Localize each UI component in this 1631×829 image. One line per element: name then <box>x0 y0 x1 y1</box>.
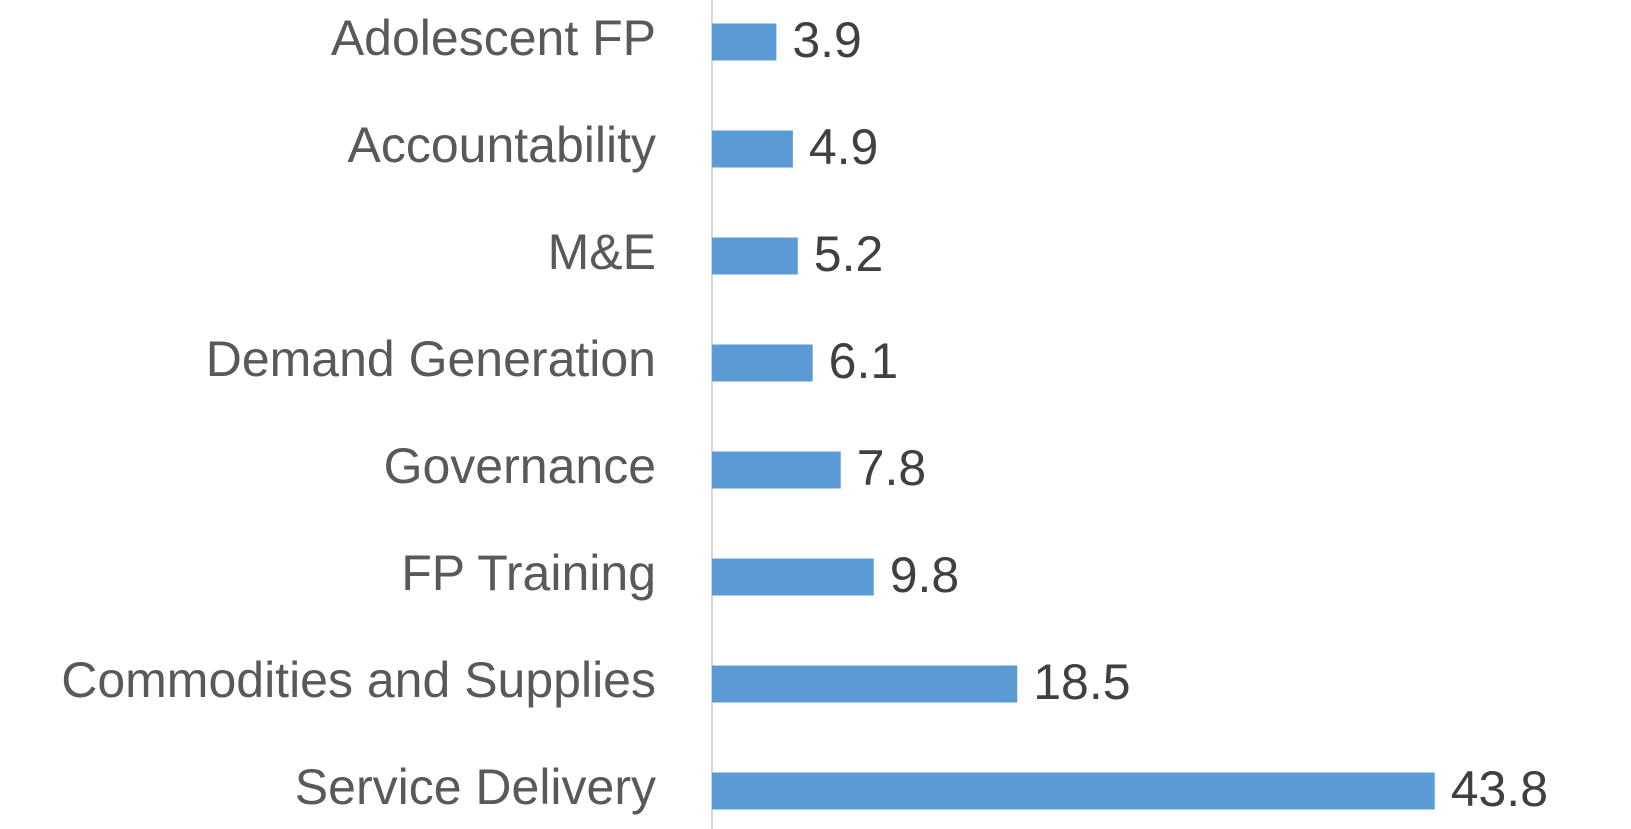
bar <box>712 237 798 275</box>
category-label: Governance <box>384 438 656 494</box>
data-label: 3.9 <box>792 12 862 68</box>
data-label: 7.8 <box>857 440 927 496</box>
data-label: 6.1 <box>829 333 899 389</box>
data-label: 4.9 <box>809 119 879 175</box>
bar <box>712 130 793 168</box>
data-label: 9.8 <box>890 547 960 603</box>
bar <box>712 344 813 382</box>
data-label: 5.2 <box>814 226 884 282</box>
category-label: M&E <box>548 224 656 280</box>
category-label: Commodities and Supplies <box>61 652 656 708</box>
data-label: 43.8 <box>1451 761 1548 817</box>
category-label: Service Delivery <box>295 759 656 815</box>
bar <box>712 23 777 61</box>
category-label: Adolescent FP <box>331 10 656 66</box>
category-label: Demand Generation <box>206 331 656 387</box>
bar <box>712 558 874 596</box>
category-label: Accountability <box>348 117 657 173</box>
category-label: FP Training <box>401 545 656 601</box>
bar <box>712 665 1018 703</box>
bar <box>712 772 1435 810</box>
data-label: 18.5 <box>1033 654 1130 710</box>
bar <box>712 451 841 489</box>
